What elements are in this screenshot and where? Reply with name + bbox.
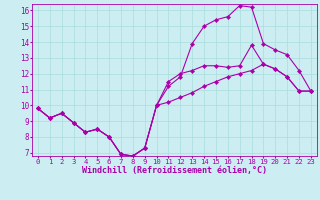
- X-axis label: Windchill (Refroidissement éolien,°C): Windchill (Refroidissement éolien,°C): [82, 166, 267, 175]
